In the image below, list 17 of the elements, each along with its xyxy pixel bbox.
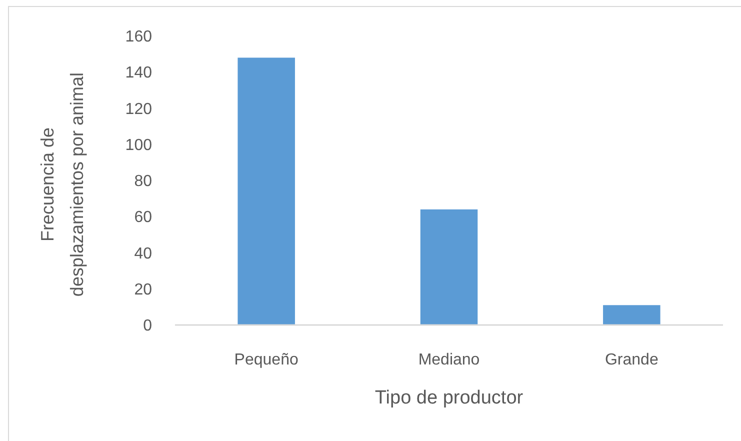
x-tick-label: Pequeño — [234, 352, 298, 369]
y-axis-title: Frecuencia de desplazamientos por animal — [37, 72, 87, 297]
x-axis-title: Tipo de productor — [374, 388, 524, 409]
bar — [603, 305, 660, 325]
y-tick-label: 120 — [125, 100, 152, 118]
y-tick-label: 160 — [125, 28, 152, 46]
bar — [238, 58, 295, 325]
y-tick-label: 60 — [134, 209, 152, 226]
y-tick-label: 0 — [143, 318, 152, 335]
y-tick-label: 20 — [134, 281, 152, 298]
bar — [420, 209, 478, 325]
x-tick-label: Mediano — [418, 352, 480, 369]
x-tick-label: Grande — [604, 352, 658, 369]
y-tick-label: 40 — [134, 245, 152, 262]
y-tick-label: 140 — [125, 64, 152, 82]
y-tick-label: 100 — [125, 136, 152, 154]
y-tick-label: 80 — [134, 173, 152, 190]
